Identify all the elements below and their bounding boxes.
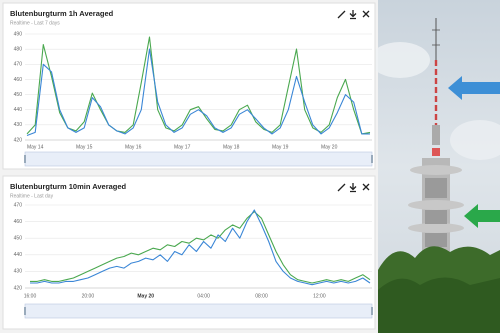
- y-tick-label: 450: [14, 236, 23, 242]
- y-tick-label: 470: [14, 202, 23, 208]
- panel-actions[interactable]: [337, 10, 370, 193]
- close-icon[interactable]: [362, 183, 370, 191]
- edit-icon[interactable]: [337, 183, 346, 192]
- series-line: [30, 211, 371, 284]
- x-tick-label: May 16: [125, 144, 142, 150]
- chart-subtitle: Realtime - Last 7 days: [10, 20, 60, 26]
- x-tick-label: May 18: [223, 144, 240, 150]
- download-icon[interactable]: [349, 183, 357, 193]
- chart-title: Blutenburgturm 10min Averaged: [10, 182, 127, 191]
- y-tick-label: 490: [14, 31, 23, 37]
- navigator-handle: [371, 307, 373, 315]
- navigator-handle: [24, 307, 26, 315]
- y-tick-label: 480: [14, 46, 23, 52]
- x-tick-label: May 19: [272, 144, 289, 150]
- x-tick-label: 08:00: [255, 293, 268, 299]
- y-tick-label: 470: [14, 62, 23, 68]
- series-line: [26, 48, 370, 137]
- x-tick-label: May 17: [174, 144, 191, 150]
- edit-icon[interactable]: [337, 10, 346, 19]
- y-tick-label: 420: [14, 285, 23, 291]
- navigator-handle: [24, 155, 26, 163]
- series-line: [26, 36, 371, 135]
- y-tick-label: 460: [14, 77, 23, 83]
- x-tick-label: May 15: [76, 144, 93, 150]
- close-icon[interactable]: [362, 10, 370, 18]
- x-tick-label: May 14: [27, 144, 44, 150]
- x-tick-label: May 20: [137, 293, 154, 299]
- download-icon[interactable]: [349, 10, 357, 20]
- x-tick-label: 16:00: [24, 293, 37, 299]
- panel: [2, 175, 376, 330]
- x-tick-label: 12:00: [313, 293, 326, 299]
- navigator: [24, 151, 373, 167]
- x-tick-label: May 20: [321, 144, 338, 150]
- navigator-handle: [371, 155, 373, 163]
- y-tick-label: 440: [14, 252, 23, 258]
- navigator: [24, 303, 373, 319]
- y-tick-label: 460: [14, 219, 23, 225]
- y-tick-label: 450: [14, 92, 23, 98]
- x-tick-label: 04:00: [197, 293, 210, 299]
- panel: [2, 2, 376, 170]
- chart-subtitle: Realtime - Last day: [10, 193, 54, 199]
- y-tick-label: 430: [14, 122, 23, 128]
- y-tick-label: 440: [14, 107, 23, 113]
- photo: [370, 0, 500, 333]
- x-tick-label: 20:00: [82, 293, 95, 299]
- y-tick-label: 420: [14, 137, 23, 143]
- chart-title: Blutenburgturm 1h Averaged: [10, 9, 114, 18]
- series-line: [30, 209, 371, 286]
- y-tick-label: 430: [14, 269, 23, 275]
